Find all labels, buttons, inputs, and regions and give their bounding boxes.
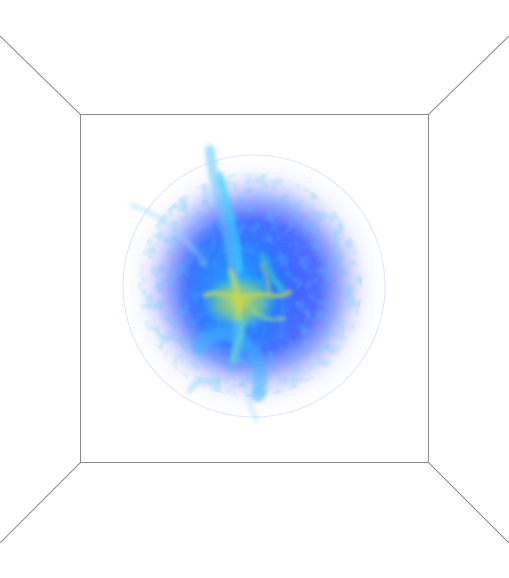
edge-bottom-right <box>428 462 509 544</box>
back-face <box>80 114 429 463</box>
edge-bottom-left <box>0 462 81 544</box>
hot-filaments <box>203 263 292 363</box>
box-frame <box>0 35 509 544</box>
edge-top-left <box>0 35 81 115</box>
edge-top-right <box>428 35 509 115</box>
density-cloud-icon <box>120 145 388 423</box>
